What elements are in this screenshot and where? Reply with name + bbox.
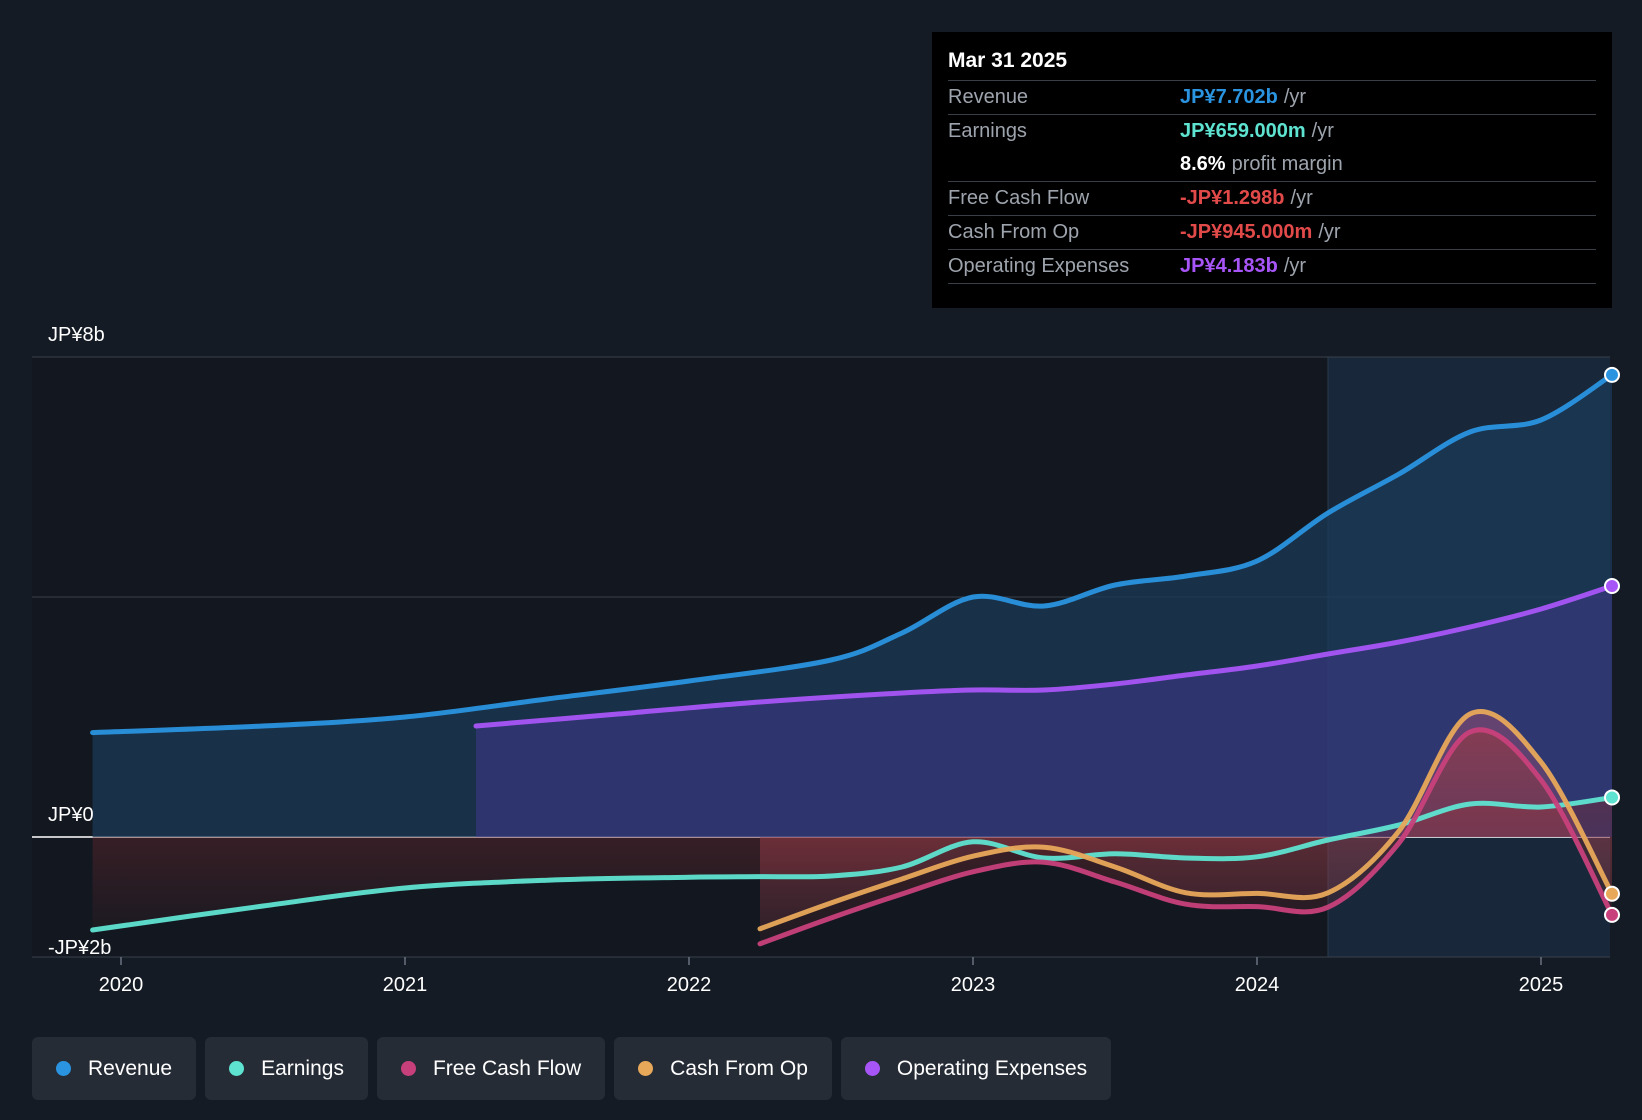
legend-item-operating-expenses[interactable]: Operating Expenses bbox=[840, 1037, 1112, 1100]
legend-label: Operating Expenses bbox=[896, 1056, 1088, 1080]
earnings-endpoint bbox=[1604, 789, 1620, 806]
cash-from-op-line bbox=[757, 709, 1615, 932]
tooltip-value: -JP¥945.000m bbox=[1180, 221, 1313, 243]
cash-from-op-endpoint bbox=[1604, 885, 1620, 902]
tooltip-unit: /yr bbox=[1283, 86, 1307, 108]
tooltip-unit: /yr bbox=[1318, 221, 1341, 243]
legend-item-revenue[interactable]: Revenue bbox=[32, 1037, 197, 1100]
legend-label: Cash From Op bbox=[670, 1056, 808, 1080]
legend-label: Earnings bbox=[261, 1056, 344, 1080]
operating-expenses-dot-icon bbox=[864, 1061, 880, 1076]
tooltip-row-profit-margin: 8.6% profit margin bbox=[948, 148, 1596, 181]
revenue-endpoint bbox=[1604, 366, 1620, 383]
x-tick-label: 2020 bbox=[99, 974, 144, 996]
x-tick-label: 2024 bbox=[1235, 974, 1280, 996]
legend: Revenue Earnings Free Cash Flow Cash Fro… bbox=[32, 1037, 1112, 1100]
tooltip-value: 8.6% bbox=[1180, 153, 1226, 175]
tooltip-unit: profit margin bbox=[1231, 153, 1343, 175]
tooltip-label: Revenue bbox=[948, 86, 1029, 108]
cash-from-op-dot-icon bbox=[638, 1061, 654, 1076]
tooltip-unit: /yr bbox=[1290, 187, 1313, 209]
x-tick-label: 2023 bbox=[951, 974, 996, 996]
x-tick-label: 2021 bbox=[383, 974, 428, 996]
y-axis-label: JP¥8b bbox=[48, 324, 105, 346]
legend-item-cash-from-op[interactable]: Cash From Op bbox=[614, 1037, 832, 1100]
free-cash-flow-endpoint bbox=[1604, 906, 1620, 923]
revenue-dot-icon bbox=[56, 1061, 71, 1076]
revenue-area bbox=[92, 374, 1613, 837]
revenue-line bbox=[90, 372, 1615, 736]
tooltip: Mar 31 2025 Revenue JP¥7.702b /yr Earnin… bbox=[932, 32, 1612, 308]
tooltip-date: Mar 31 2025 bbox=[948, 49, 1068, 72]
earnings-line bbox=[90, 795, 1615, 933]
series-areas bbox=[92, 374, 1613, 944]
tooltip-row-free-cash-flow: Free Cash Flow -JP¥1.298b /yr bbox=[948, 181, 1596, 215]
x-tick-label: 2025 bbox=[1519, 974, 1564, 996]
legend-item-earnings[interactable]: Earnings bbox=[205, 1037, 368, 1100]
legend-label: Revenue bbox=[88, 1056, 173, 1080]
y-axis-label: JP¥0 bbox=[48, 804, 94, 826]
tooltip-label: Earnings bbox=[948, 120, 1027, 142]
free-cash-flow-line bbox=[757, 727, 1615, 947]
axes: JP¥8b JP¥0 -JP¥2b 2020 2021 2022 2023 2024 2025 bbox=[48, 324, 1563, 996]
tooltip-label: Cash From Op bbox=[948, 221, 1080, 243]
series-endpoints bbox=[1604, 366, 1620, 923]
earnings-dot-icon bbox=[229, 1061, 245, 1076]
y-axis-label: -JP¥2b bbox=[48, 937, 111, 959]
series-lines bbox=[90, 372, 1615, 947]
free-cash-flow-dot-icon bbox=[400, 1061, 416, 1076]
legend-label: Free Cash Flow bbox=[432, 1056, 582, 1080]
tooltip-value: JP¥7.702b bbox=[1180, 86, 1278, 108]
tooltip-label: Free Cash Flow bbox=[948, 187, 1090, 209]
x-tick-label: 2022 bbox=[667, 974, 712, 996]
operating-expenses-endpoint bbox=[1604, 578, 1620, 595]
operating-expenses-area bbox=[476, 586, 1612, 837]
tooltip-value: -JP¥1.298b bbox=[1180, 187, 1285, 209]
tooltip-label: Operating Expenses bbox=[948, 255, 1130, 277]
tooltip-row-revenue: Revenue JP¥7.702b /yr bbox=[948, 80, 1596, 114]
legend-item-free-cash-flow[interactable]: Free Cash Flow bbox=[376, 1037, 606, 1100]
tooltip-value: JP¥659.000m bbox=[1180, 120, 1306, 142]
tooltip-unit: /yr bbox=[1311, 120, 1334, 142]
tooltip-unit: /yr bbox=[1283, 255, 1307, 277]
operating-expenses-line bbox=[473, 583, 1615, 729]
tooltip-row-earnings: Earnings JP¥659.000m /yr bbox=[948, 114, 1596, 148]
tooltip-row-cash-from-op: Cash From Op -JP¥945.000m /yr bbox=[948, 215, 1596, 249]
cash-from-op-area bbox=[760, 711, 1612, 929]
tooltip-value: JP¥4.183b bbox=[1180, 255, 1278, 277]
tooltip-row-operating-expenses: Operating Expenses JP¥4.183b /yr bbox=[948, 249, 1596, 284]
